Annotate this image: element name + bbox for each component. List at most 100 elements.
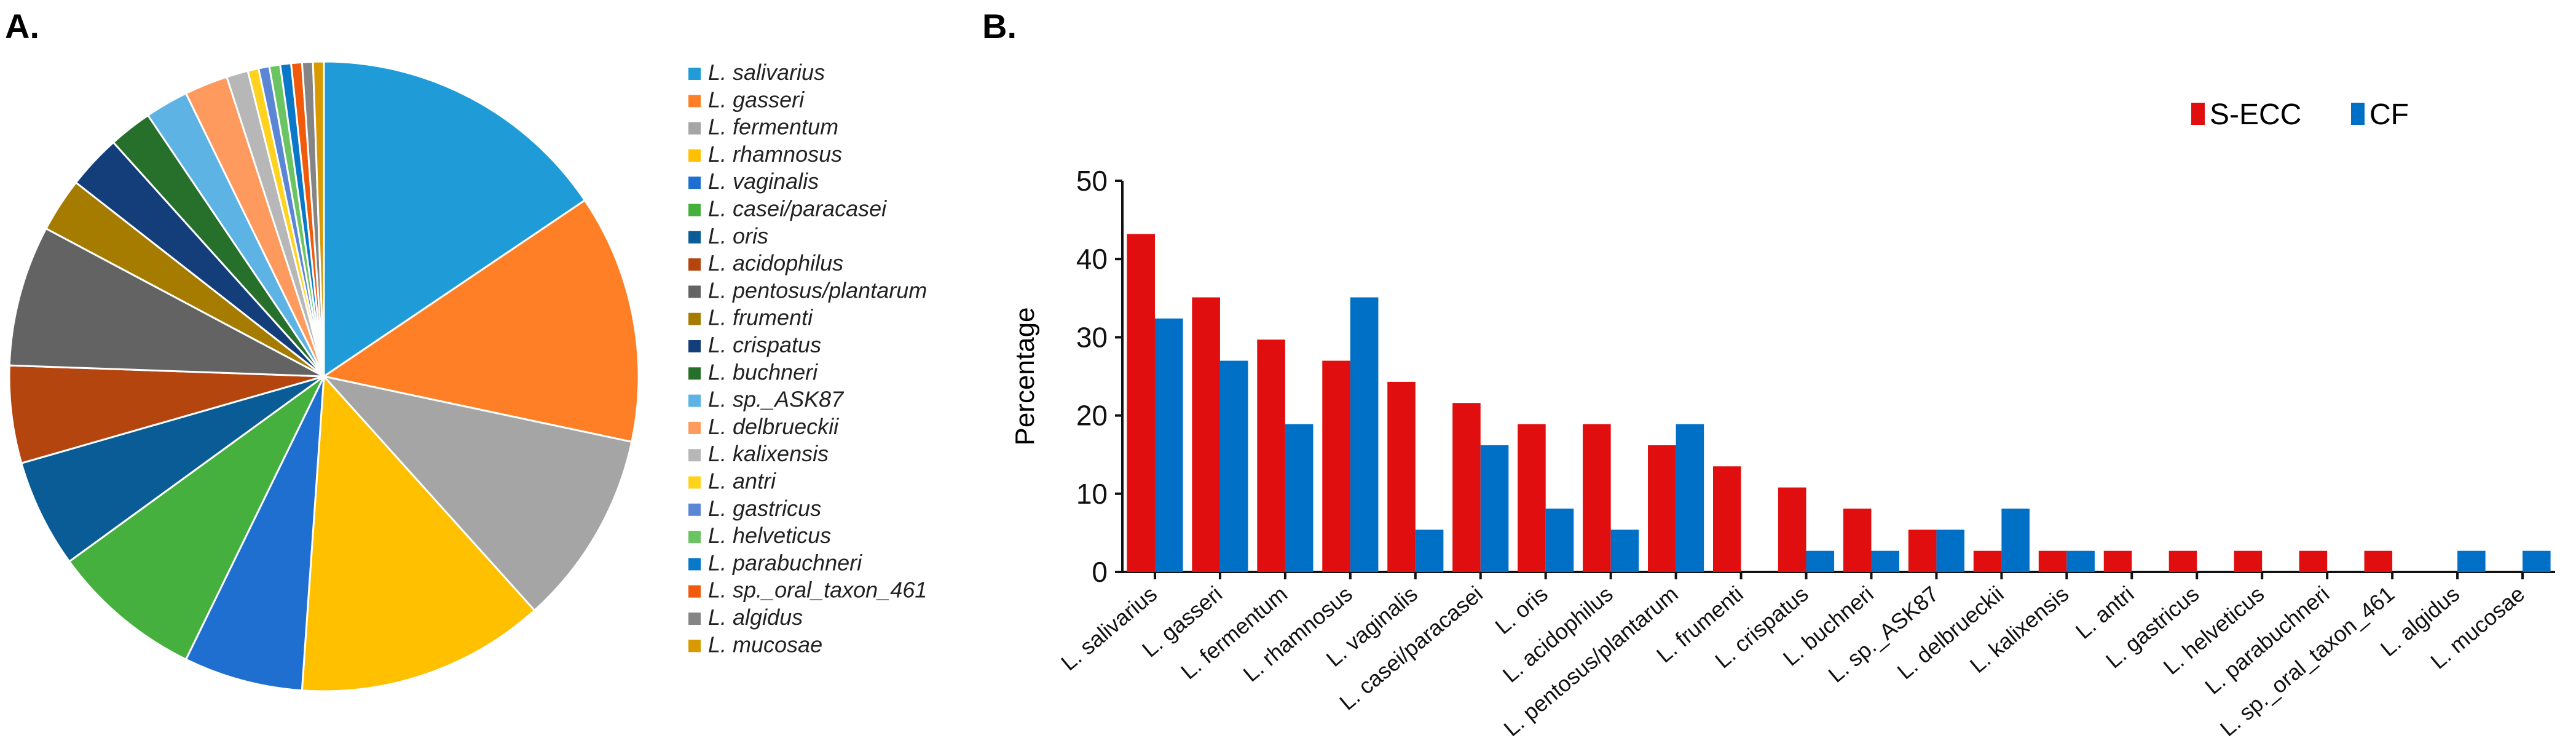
- bar-s-ecc: [2103, 550, 2132, 572]
- legend-label: L. fermentum: [708, 114, 838, 140]
- bar-cf: [2457, 550, 2486, 572]
- legend-swatch: [2351, 103, 2365, 125]
- legend-swatch: [688, 285, 701, 298]
- legend-label: L. salivarius: [708, 60, 825, 85]
- pie-slice: [321, 199, 640, 443]
- legend-label: L. antri: [708, 469, 776, 494]
- legend-label: L. casei/paracasei: [708, 196, 887, 221]
- y-tick-label: 0: [1092, 556, 1108, 588]
- legend-swatch: [688, 149, 701, 162]
- legend-swatch: [688, 394, 701, 407]
- bar-s-ecc: [1192, 297, 1220, 572]
- legend-label: L. mucosae: [708, 632, 822, 657]
- panel-label-a: A.: [5, 7, 39, 46]
- bar-s-ecc: [1452, 403, 1481, 572]
- legend-label: L. algidus: [708, 605, 803, 630]
- legend-swatch: [688, 204, 701, 216]
- legend-label: L. buchneri: [708, 359, 818, 384]
- bar-cf: [1415, 530, 1444, 572]
- bar-cf: [1480, 445, 1509, 572]
- y-tick-label: 40: [1076, 243, 1108, 275]
- x-tick-label: L. acidophilus: [1498, 581, 1618, 688]
- x-tick-label: L. sp._ASK87: [1824, 581, 1944, 688]
- legend-swatch: [688, 231, 701, 244]
- pie-slice: [312, 60, 325, 377]
- bar-cf: [1219, 360, 1248, 572]
- bar-s-ecc: [1518, 424, 1546, 572]
- pie-slice: [184, 376, 325, 692]
- legend-swatch: [688, 503, 701, 516]
- legend-swatch: [688, 95, 701, 108]
- bar-s-ecc: [1908, 530, 1937, 572]
- bar-cf: [2001, 508, 2030, 572]
- legend-label: L. vaginalis: [708, 169, 819, 194]
- bar-cf: [1676, 424, 1704, 572]
- bar-s-ecc: [1127, 234, 1155, 573]
- bar-s-ecc: [1973, 550, 2002, 572]
- bar-s-ecc: [1648, 445, 1676, 572]
- legend-label: L. parabuchneri: [708, 550, 862, 575]
- bar-s-ecc: [1257, 339, 1285, 572]
- legend-label: S-ECC: [2210, 98, 2301, 131]
- pie-slice: [68, 375, 325, 661]
- legend-label: L. sp._ASK87: [708, 387, 845, 412]
- bar-s-ecc: [1583, 424, 1611, 572]
- legend-swatch: [688, 449, 701, 462]
- bar-cf: [1806, 550, 1835, 572]
- legend-swatch: [688, 585, 701, 598]
- legend-swatch: [688, 340, 701, 352]
- pie-slice: [321, 375, 633, 612]
- bar-s-ecc: [1322, 360, 1350, 572]
- pie-slice: [8, 364, 325, 464]
- bar-s-ecc: [2364, 550, 2393, 572]
- bar-s-ecc: [2234, 550, 2263, 572]
- bar-s-ecc: [1387, 381, 1416, 572]
- pie-slice: [301, 374, 536, 692]
- bar-s-ecc: [2038, 550, 2067, 572]
- bar-s-ecc: [2299, 550, 2328, 572]
- legend-label: L. acidophilus: [708, 250, 843, 276]
- bar-cf: [2523, 550, 2551, 572]
- bar-s-ecc: [1778, 487, 1806, 572]
- bar-cf: [1871, 550, 1900, 572]
- y-axis-label: Percentage: [1010, 307, 1040, 445]
- legend-swatch: [688, 122, 701, 135]
- legend-label: L. helveticus: [708, 523, 831, 548]
- y-tick-label: 20: [1076, 400, 1108, 432]
- pie-chart: [8, 60, 640, 692]
- panel-label-b: B.: [982, 7, 1017, 46]
- bar-cf: [1610, 530, 1639, 572]
- legend-swatch: [688, 258, 701, 271]
- pie-slice: [20, 375, 325, 563]
- bar-cf: [1154, 318, 1183, 572]
- y-tick-label: 10: [1076, 478, 1108, 510]
- legend-swatch: [2191, 103, 2205, 125]
- pie-slice: [323, 60, 586, 378]
- bar-cf: [1545, 508, 1574, 572]
- legend-swatch: [688, 68, 701, 80]
- legend-label: L. frumenti: [708, 305, 813, 330]
- legend-swatch: [688, 312, 701, 325]
- legend-label: L. crispatus: [708, 332, 821, 357]
- legend-label: L. gastricus: [708, 496, 821, 521]
- legend-label: L. kalixensis: [708, 441, 829, 466]
- legend-swatch: [688, 421, 701, 434]
- pie-slice: [8, 227, 325, 378]
- bar-cf: [2066, 550, 2095, 572]
- legend-label: L. sp._oral_taxon_461: [708, 577, 927, 603]
- legend-label: L. delbrueckii: [708, 414, 839, 439]
- legend-label: CF: [2369, 98, 2409, 131]
- bar-cf: [1936, 530, 1964, 572]
- legend-swatch: [688, 558, 701, 571]
- legend-swatch: [688, 476, 701, 489]
- legend-label: L. rhamnosus: [708, 141, 842, 167]
- y-tick-label: 30: [1076, 321, 1108, 353]
- legend-swatch: [688, 531, 701, 544]
- legend-label: L. oris: [708, 223, 768, 248]
- legend-swatch: [688, 613, 701, 625]
- legend-label: L. pentosus/plantarum: [708, 277, 927, 303]
- legend-swatch: [688, 367, 701, 380]
